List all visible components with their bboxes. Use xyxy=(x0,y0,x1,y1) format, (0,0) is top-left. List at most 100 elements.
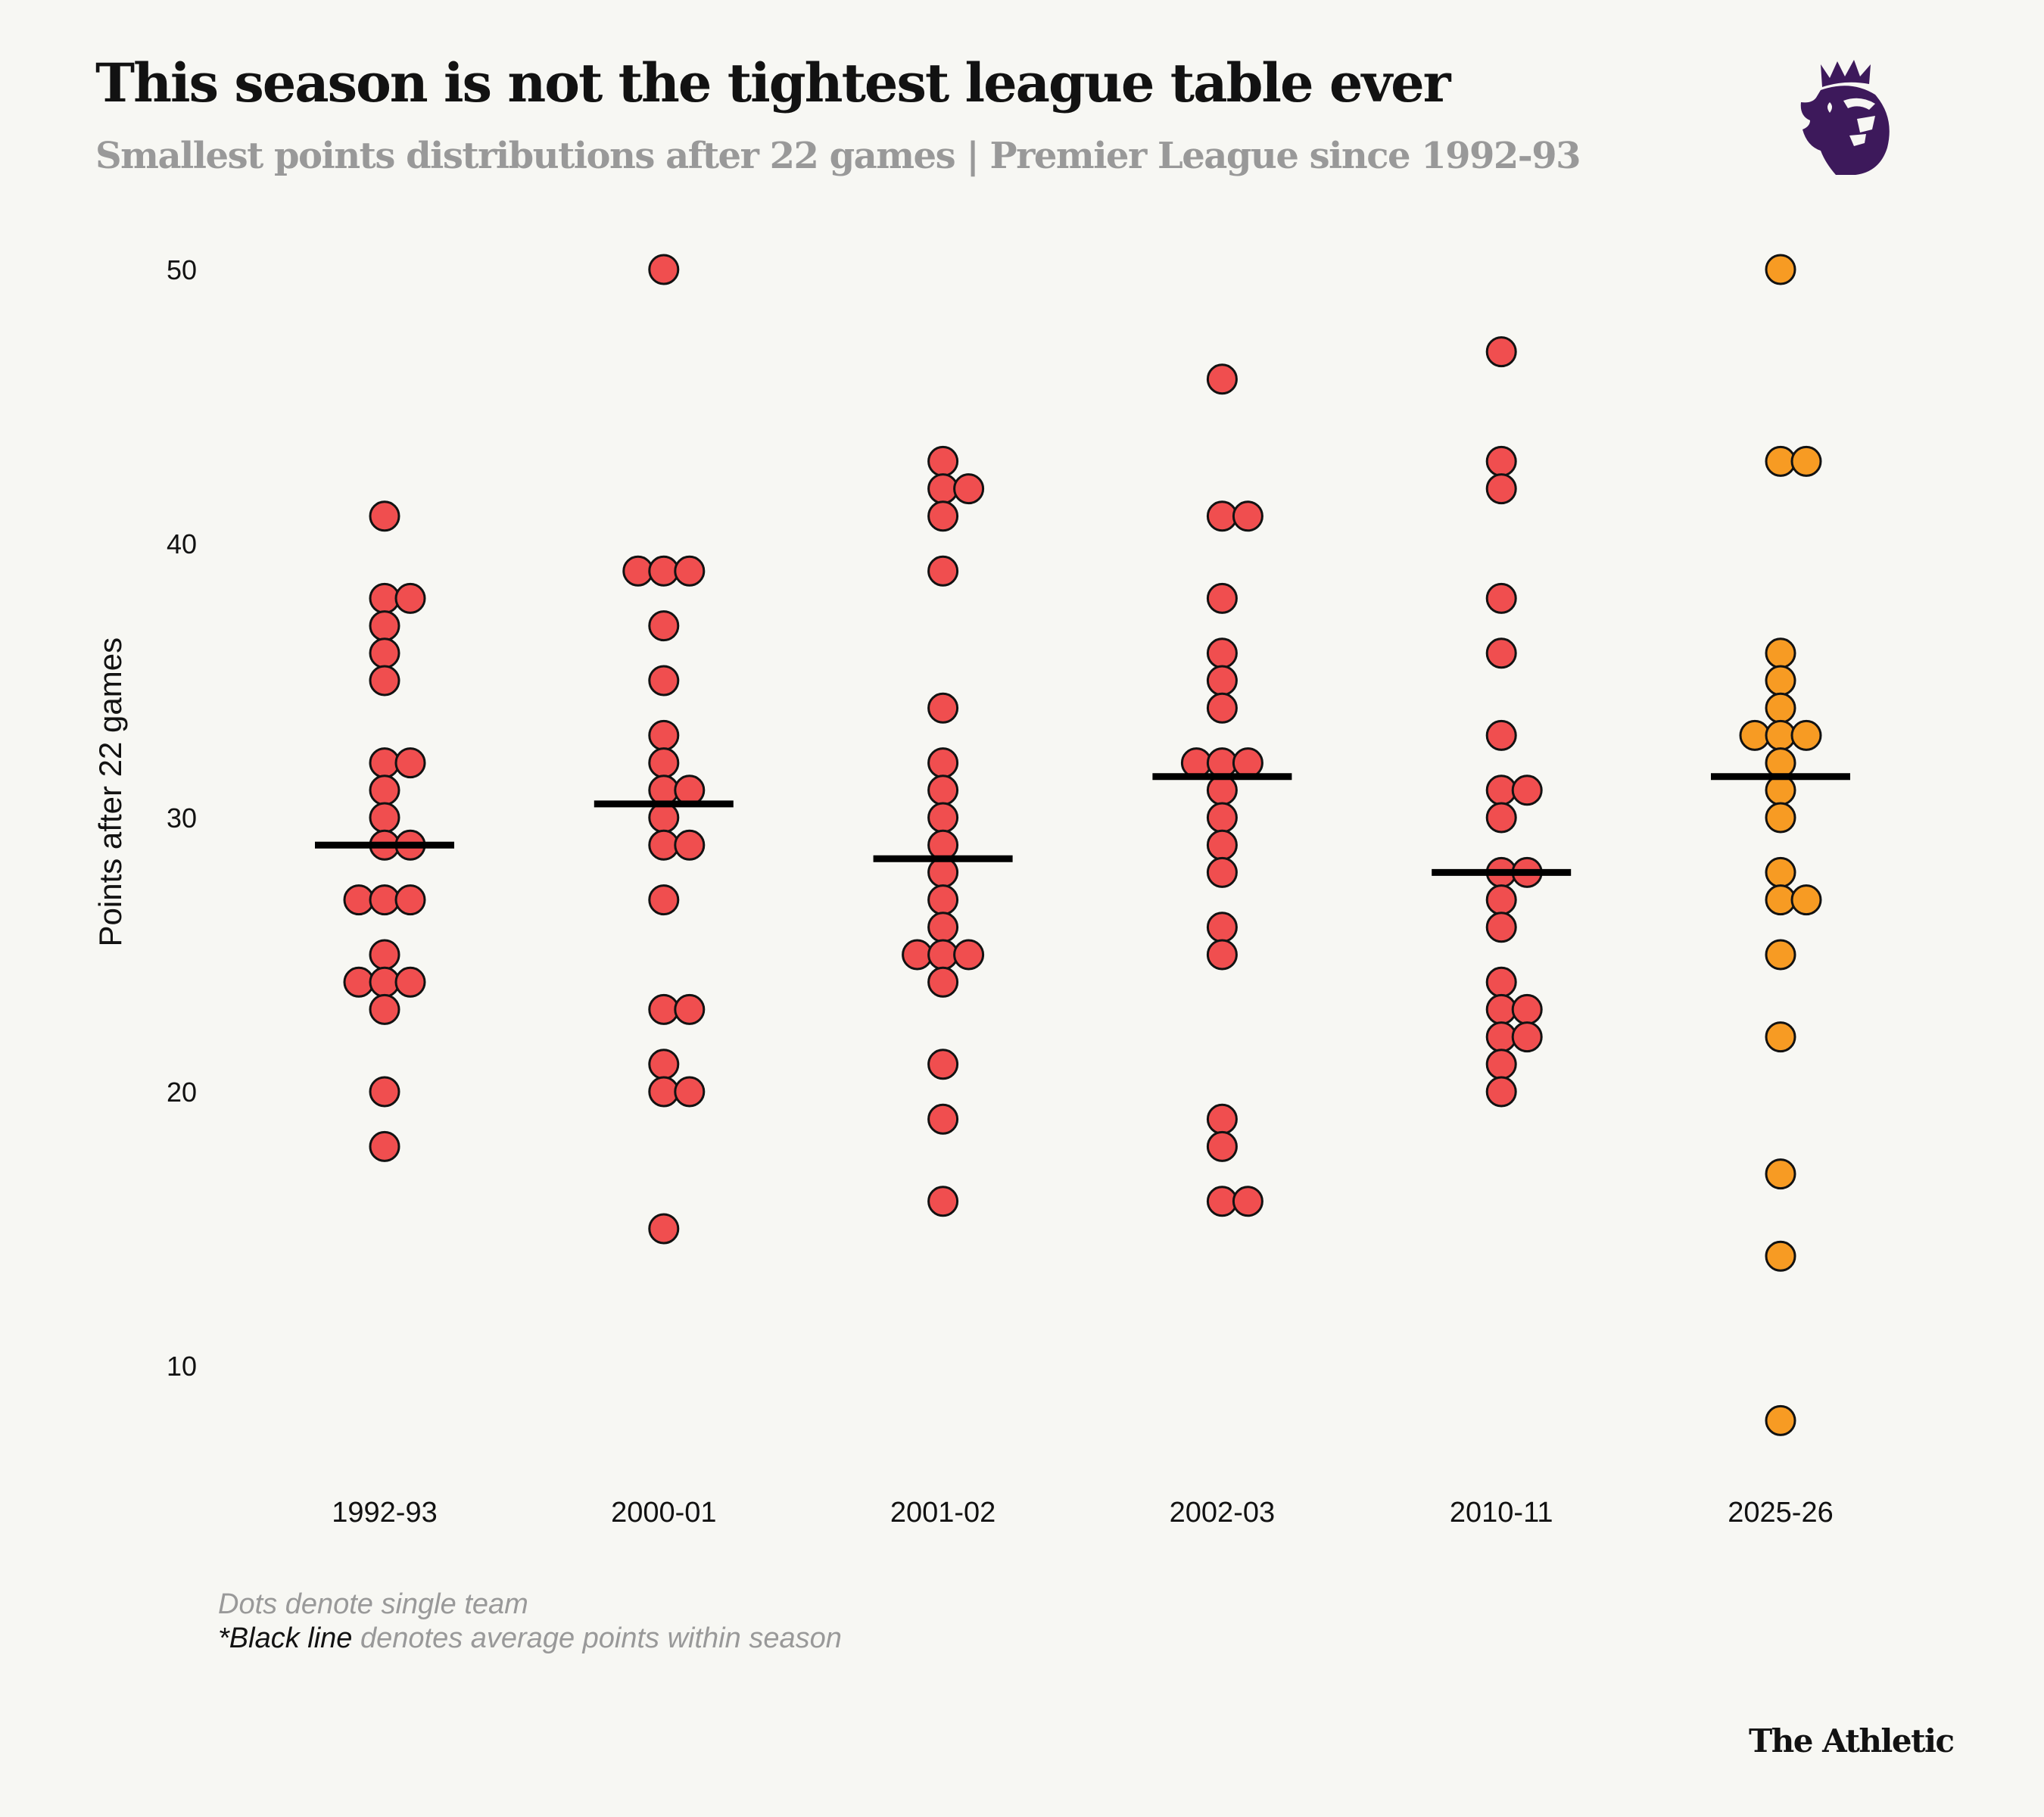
team-dot xyxy=(1765,939,1796,971)
team-dot xyxy=(1206,856,1238,888)
team-dot xyxy=(1765,254,1796,285)
team-dot xyxy=(1485,719,1517,751)
y-tick-label: 10 xyxy=(167,1351,197,1382)
team-dot xyxy=(1765,774,1796,806)
team-dot xyxy=(1765,1021,1796,1053)
average-lines xyxy=(315,773,1850,876)
team-dot xyxy=(1206,637,1238,669)
team-dot xyxy=(1790,445,1822,477)
y-tick-label: 50 xyxy=(167,254,197,285)
team-dot xyxy=(1206,363,1238,395)
team-dot xyxy=(1765,856,1796,888)
team-dot xyxy=(674,993,706,1025)
team-dot xyxy=(648,1076,680,1108)
average-line-note-emphasis: *Black line xyxy=(218,1622,353,1654)
team-dot xyxy=(1765,692,1796,724)
team-dot xyxy=(369,637,400,669)
y-tick-label: 20 xyxy=(167,1077,197,1108)
team-dot xyxy=(394,747,426,779)
team-dot xyxy=(927,966,959,998)
team-dot xyxy=(1765,1404,1796,1436)
team-dot xyxy=(1511,774,1543,806)
team-dot xyxy=(622,555,654,587)
team-dot xyxy=(369,1076,400,1108)
team-dot xyxy=(648,774,680,806)
team-dot xyxy=(1206,774,1238,806)
team-dot xyxy=(927,829,959,861)
team-dot xyxy=(648,610,680,642)
team-dot xyxy=(1206,1103,1238,1135)
team-dot xyxy=(394,966,426,998)
team-dot xyxy=(1485,637,1517,669)
team-dot xyxy=(674,829,706,861)
team-dot xyxy=(1485,1076,1517,1108)
average-line-note-text: denotes average points within season xyxy=(352,1622,842,1654)
team-dot xyxy=(674,774,706,806)
team-dot xyxy=(1765,884,1796,916)
team-dot xyxy=(1485,802,1517,834)
team-dot xyxy=(648,884,680,916)
team-dot xyxy=(927,747,959,779)
team-dot xyxy=(1485,582,1517,614)
chart-title: This season is not the tightest league t… xyxy=(95,51,1451,114)
team-dot xyxy=(1485,912,1517,943)
team-dot xyxy=(1485,993,1517,1025)
y-tick-label: 40 xyxy=(167,528,197,559)
chart-area: 10 20 30 40 50 Points after 22 games 1992-93… xyxy=(92,254,1850,1529)
team-dot xyxy=(674,1076,706,1108)
team-dot xyxy=(648,1049,680,1080)
team-dot xyxy=(1765,665,1796,697)
team-dot xyxy=(369,939,400,971)
team-dot xyxy=(1206,500,1238,532)
team-dot xyxy=(1485,473,1517,505)
team-dot xyxy=(648,665,680,697)
team-dot xyxy=(1765,719,1796,751)
team-dot xyxy=(927,802,959,834)
team-dot xyxy=(1485,445,1517,477)
team-dot xyxy=(648,555,680,587)
team-dot xyxy=(1206,912,1238,943)
team-dot xyxy=(674,555,706,587)
x-tick-label: 1992-93 xyxy=(332,1497,437,1529)
team-dot xyxy=(1232,500,1263,532)
team-dot xyxy=(648,1213,680,1245)
team-dot xyxy=(369,500,400,532)
team-dot xyxy=(1765,747,1796,779)
team-dot xyxy=(648,719,680,751)
y-axis-title: Points after 22 games xyxy=(92,637,128,947)
team-dot xyxy=(369,1130,400,1162)
team-dot xyxy=(927,884,959,916)
x-tick-label: 2010-11 xyxy=(1450,1497,1553,1529)
team-dot xyxy=(1765,445,1796,477)
chart-subtitle: Smallest points distributions after 22 g… xyxy=(95,135,1581,177)
team-dot xyxy=(343,884,375,916)
x-tick-label: 2002-03 xyxy=(1170,1497,1275,1529)
team-dot xyxy=(927,912,959,943)
y-tick-label: 30 xyxy=(167,803,197,834)
team-dot xyxy=(1206,692,1238,724)
team-dot xyxy=(369,993,400,1025)
team-dot xyxy=(927,1049,959,1080)
team-dot xyxy=(1485,336,1517,368)
team-dot xyxy=(648,993,680,1025)
x-tick-label: 2001-02 xyxy=(890,1497,996,1529)
team-dot xyxy=(1790,884,1822,916)
team-dot xyxy=(927,500,959,532)
team-dot xyxy=(648,802,680,834)
team-dot xyxy=(953,473,985,505)
premier-league-lion-icon xyxy=(1800,60,1890,175)
team-dot xyxy=(1485,966,1517,998)
team-dot xyxy=(648,747,680,779)
team-dot xyxy=(1485,774,1517,806)
team-dot xyxy=(1765,802,1796,834)
team-dot xyxy=(1206,829,1238,861)
team-dot xyxy=(927,445,959,477)
team-dot xyxy=(394,582,426,614)
dot-layer xyxy=(343,254,1822,1436)
team-dot xyxy=(927,856,959,888)
team-dot xyxy=(927,1186,959,1217)
team-dot xyxy=(1765,1158,1796,1190)
team-dot xyxy=(1485,1049,1517,1080)
y-axis: 10 20 30 40 50 xyxy=(167,254,197,1382)
team-dot xyxy=(369,802,400,834)
